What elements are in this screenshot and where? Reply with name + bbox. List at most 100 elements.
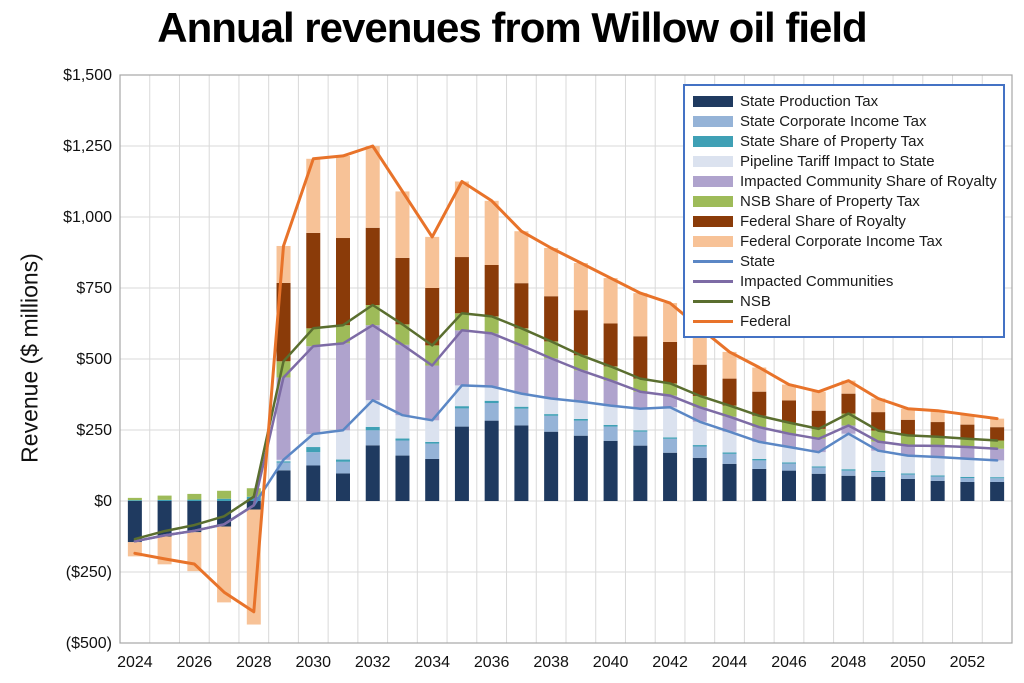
bar-segment [722,351,737,379]
bar-segment [425,288,440,346]
bar-segment [217,490,232,499]
bar-segment [336,430,350,460]
x-tick-label: 2044 [712,654,748,671]
bar-segment [692,364,707,396]
bar-segment [306,328,321,347]
bar-segment [960,458,975,477]
bar-segment [544,415,559,432]
legend-item-state-corporate-income-tax: State Corporate Income Tax [693,111,997,131]
legend-item-nsb-share-of-property-tax: NSB Share of Property Tax [693,191,997,211]
bar-segment [871,441,886,451]
x-tick-label: 2040 [593,654,629,671]
bar-segment [722,378,737,406]
bar-segment [544,431,559,501]
bar-segment [811,452,826,467]
legend: State Production Tax State Corporate Inco… [683,84,1005,338]
legend-label: Federal Share of Royalty [740,212,906,230]
bar-segment [633,408,648,431]
x-tick-label: 2052 [950,654,986,671]
legend-line-swatch [693,279,733,283]
bar-segment [990,460,1005,478]
bar-segment [306,158,321,233]
bar-segment [127,500,142,501]
bar-segment [157,501,172,537]
y-tick-label: ($500) [66,635,112,652]
y-tick-label: $1,500 [63,67,112,84]
bar-segment [544,398,559,415]
bar-segment [752,458,767,461]
legend-label: Federal Corporate Income Tax [740,232,943,250]
bar-segment [425,365,440,421]
bar-segment [900,435,915,446]
legend-color-swatch [693,155,733,167]
bar-segment [484,386,499,401]
bar-segment [336,459,350,462]
bar-segment [722,431,737,453]
bar-segment [692,421,707,446]
bar-segment [336,343,350,431]
bar-segment [276,462,291,471]
bar-segment [514,406,529,409]
bar-segment [514,408,529,426]
bar-segment [752,391,767,416]
bar-segment [782,462,796,464]
bar-segment [544,296,559,342]
bar-segment [663,303,678,342]
bar-segment [395,438,410,441]
bar-segment [990,427,1005,441]
bar-segment [425,458,440,501]
bar-segment [365,227,380,306]
bar-segment [841,433,856,470]
bar-segment [841,470,856,476]
bar-segment [692,446,707,458]
bar-segment [336,155,350,239]
bar-segment [752,415,767,428]
bar-segment [603,380,618,406]
series-line [133,384,999,543]
bar-segment [930,480,945,501]
legend-item-pipeline-tariff-impact-to-state: Pipeline Tariff Impact to State [693,151,997,171]
bar-segment [990,448,1005,461]
bar-segment [633,431,648,446]
bar-segment [633,293,648,337]
bar-segment [782,470,796,501]
legend-line-swatch [693,259,733,263]
bar-segment [484,316,499,334]
bar-segment [722,463,737,501]
bar-segment [930,422,945,437]
bar-segment [900,478,915,501]
bar-segment [276,377,291,460]
bar-segment [811,467,826,474]
bar-segment [544,341,559,359]
bar-segment [930,476,945,481]
bar-segment [811,391,826,411]
legend-label: Pipeline Tariff Impact to State [740,152,935,170]
bar-segment [484,200,499,265]
bar-segment [752,441,767,459]
bar-segment [484,420,499,501]
bar-segment [544,358,559,399]
bar-segment [454,181,469,258]
bar-segment [365,325,380,401]
x-tick-label: 2026 [177,654,213,671]
bar-segment [871,472,886,477]
legend-item-nsb: NSB [693,291,997,311]
bar-segment [603,278,618,324]
bar-segment [573,435,588,501]
legend-color-swatch [693,235,733,247]
bar-segment [514,328,529,346]
y-tick-label: $1,000 [63,209,112,226]
legend-color-swatch [693,195,733,207]
bar-segment [960,414,975,425]
legend-color-swatch [693,95,733,107]
x-tick-label: 2034 [414,654,450,671]
bar-segment [841,413,856,426]
bar-segment [365,430,380,446]
bar-segment [306,465,321,501]
bar-segment [722,405,737,417]
y-tick-label: $0 [94,493,112,510]
legend-line-swatch [693,319,733,323]
bar-segment [217,526,232,603]
